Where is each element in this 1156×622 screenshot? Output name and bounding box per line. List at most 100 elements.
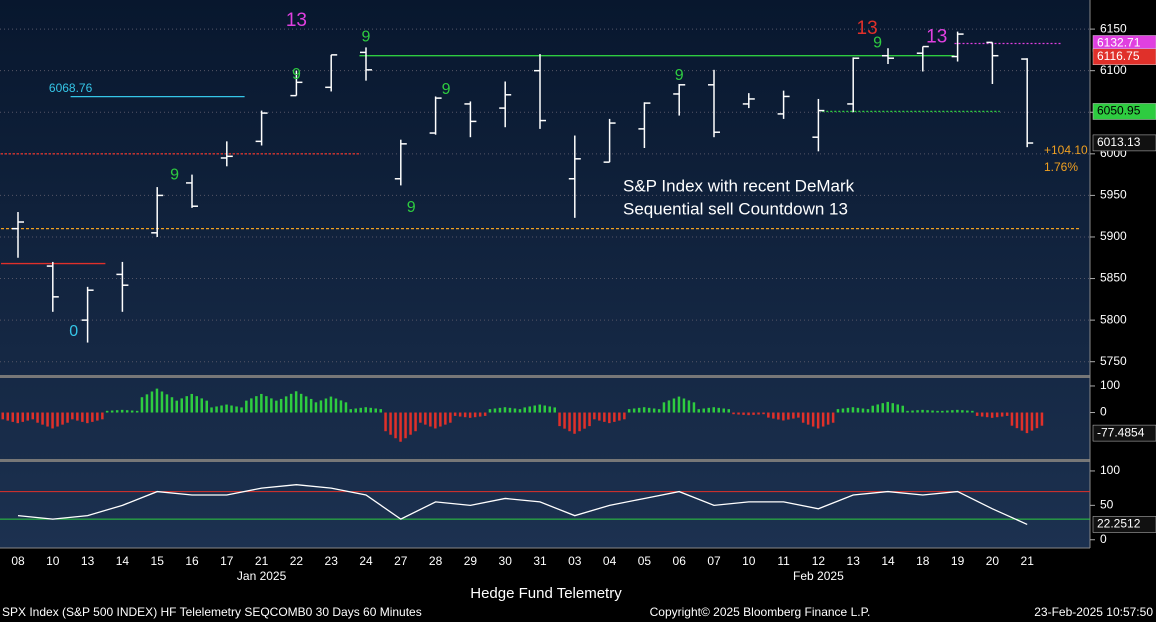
- histogram-bar: [11, 412, 14, 422]
- histogram-bar: [777, 412, 780, 420]
- histogram-bar: [951, 410, 954, 413]
- histogram-bar: [31, 412, 34, 420]
- histogram-bar: [692, 402, 696, 413]
- histogram-bar: [911, 410, 914, 413]
- y-tick-label: 6100: [1100, 63, 1127, 77]
- histogram-bar: [240, 407, 243, 413]
- setup-label: 9: [292, 66, 301, 83]
- histogram-bar: [772, 412, 775, 419]
- setup-label: 13: [286, 10, 307, 31]
- x-tick-label: 13: [81, 554, 95, 568]
- histogram-bar: [41, 412, 44, 425]
- histogram-bar: [76, 412, 79, 421]
- histogram-bar: [712, 407, 715, 413]
- histogram-bar: [225, 404, 228, 413]
- histogram-bar: [449, 412, 452, 423]
- histogram-bar: [732, 412, 735, 415]
- histogram-bar: [270, 398, 273, 413]
- histogram-bar: [299, 393, 303, 413]
- histogram-bar: [424, 412, 427, 425]
- histogram-bar: [205, 400, 208, 413]
- histogram-bar: [836, 409, 840, 413]
- y-tick-label: 5900: [1100, 229, 1127, 243]
- histogram-bar: [349, 409, 352, 413]
- setup-label: 9: [675, 67, 684, 84]
- histogram-bar: [553, 407, 556, 413]
- x-tick-label: 22: [290, 554, 304, 568]
- x-tick-label: 10: [742, 554, 756, 568]
- histogram-bar: [1020, 412, 1024, 431]
- setup-label: 13: [926, 26, 947, 47]
- histogram-bar: [528, 406, 531, 413]
- x-tick-label: 12: [812, 554, 826, 568]
- y-tick-label: 100: [1100, 463, 1120, 477]
- y-tick-label: 0: [1100, 532, 1107, 546]
- x-tick-label: 15: [151, 554, 165, 568]
- x-tick-label: 05: [638, 554, 652, 568]
- histogram-bar: [1025, 412, 1029, 434]
- histogram-bar: [140, 397, 144, 413]
- histogram-bar: [980, 412, 984, 417]
- histogram-bar: [931, 410, 934, 413]
- histogram-bar: [439, 412, 442, 427]
- histogram-bar: [672, 398, 676, 413]
- histogram-bar: [364, 407, 367, 413]
- histogram-bar: [284, 396, 288, 413]
- histogram-bar: [618, 412, 621, 421]
- y-tick-label: 5950: [1100, 188, 1127, 202]
- histogram-bar: [921, 409, 924, 413]
- histogram-bar: [483, 412, 487, 416]
- histogram-bar: [563, 412, 566, 429]
- x-tick-label: 19: [951, 554, 965, 568]
- histogram-bar: [359, 407, 362, 413]
- histogram-bar: [105, 410, 109, 413]
- histogram-bar: [513, 408, 517, 413]
- histogram-bar: [155, 388, 159, 413]
- chart-title: Hedge Fund Telemetry: [470, 585, 622, 602]
- histogram-bar: [637, 407, 641, 413]
- panel-divider: [0, 459, 1090, 462]
- histogram-bar: [1010, 412, 1014, 426]
- histogram-bar: [279, 398, 283, 413]
- histogram-bar: [747, 412, 750, 416]
- histogram-bar: [200, 398, 203, 413]
- histogram-bar: [811, 412, 815, 427]
- histogram-bar: [250, 398, 253, 413]
- histogram-bar: [558, 412, 561, 427]
- x-tick-label: 04: [603, 554, 617, 568]
- histogram-bar: [702, 408, 705, 413]
- histogram-bar: [1, 412, 4, 420]
- panel-divider: [0, 375, 1090, 378]
- histogram-bar: [856, 407, 860, 413]
- x-tick-label: 14: [116, 554, 130, 568]
- histogram-bar: [543, 405, 546, 413]
- annotation: S&P Index with recent DeMark: [623, 176, 855, 195]
- histogram-bar: [503, 407, 507, 413]
- histogram-bar: [369, 407, 372, 413]
- histogram-bar: [389, 412, 392, 435]
- histogram-bar: [61, 412, 64, 425]
- histogram-bar: [707, 407, 710, 413]
- histogram-bar: [936, 410, 939, 413]
- histogram-bar: [627, 409, 631, 413]
- histogram-bar: [399, 412, 402, 442]
- histogram-bar: [583, 412, 586, 429]
- histogram-bar: [255, 396, 258, 413]
- level-label: 6068.76: [49, 81, 93, 95]
- x-tick-label: 31: [533, 554, 547, 568]
- histogram-bar: [444, 412, 447, 425]
- histogram-bar: [787, 412, 790, 420]
- histogram-bar: [697, 409, 700, 413]
- footer-right: 23-Feb-2025 10:57:50: [1034, 605, 1153, 619]
- histogram-bar: [210, 407, 213, 413]
- histogram-bar: [727, 409, 730, 413]
- histogram-bar: [821, 412, 825, 427]
- x-tick-label: 29: [464, 554, 478, 568]
- x-tick-label: 27: [394, 554, 408, 568]
- histogram-bar: [896, 404, 899, 413]
- histogram-bar: [334, 398, 338, 413]
- histogram-bar: [145, 394, 149, 413]
- histogram-bar: [478, 412, 482, 417]
- value-box: [1092, 516, 1156, 533]
- histogram-bar: [846, 407, 850, 413]
